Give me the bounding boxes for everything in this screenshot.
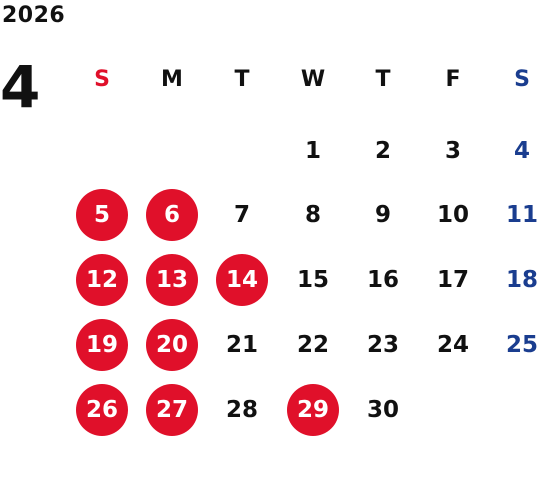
- day-cell: 18: [505, 266, 538, 293]
- day-cell: 1: [304, 137, 321, 164]
- day-cell: 10: [436, 201, 469, 228]
- day-cell: 24: [436, 331, 469, 358]
- weekday-friday: F: [445, 67, 461, 92]
- day-cell: 9: [374, 201, 391, 228]
- holiday-day-cell: 5: [76, 189, 128, 241]
- day-cell: 23: [366, 331, 399, 358]
- day-cell: 17: [436, 266, 469, 293]
- weekday-tuesday: T: [234, 67, 250, 92]
- weekday-wednesday: W: [300, 67, 326, 92]
- weekday-saturday: S: [514, 67, 530, 92]
- day-cell: 30: [366, 396, 399, 423]
- day-cell: 11: [505, 201, 538, 228]
- weekday-thursday: T: [375, 67, 391, 92]
- day-cell: 8: [304, 201, 321, 228]
- day-cell: 21: [225, 331, 258, 358]
- holiday-day-cell: 26: [76, 384, 128, 436]
- month-number: 4: [0, 53, 41, 121]
- day-cell: 4: [513, 137, 530, 164]
- weekday-monday: M: [161, 67, 183, 92]
- holiday-day-cell: 13: [146, 254, 198, 306]
- holiday-day-cell: 6: [146, 189, 198, 241]
- holiday-day-cell: 27: [146, 384, 198, 436]
- day-cell: 28: [225, 396, 258, 423]
- day-cell: 25: [505, 331, 538, 358]
- holiday-day-cell: 20: [146, 319, 198, 371]
- day-cell: 7: [233, 201, 250, 228]
- day-cell: 16: [366, 266, 399, 293]
- day-cell: 2: [374, 137, 391, 164]
- day-cell: 22: [296, 331, 329, 358]
- year-label: 2026: [2, 3, 66, 28]
- holiday-day-cell: 29: [287, 384, 339, 436]
- holiday-day-cell: 14: [216, 254, 268, 306]
- weekday-sunday: S: [94, 67, 110, 92]
- holiday-day-cell: 12: [76, 254, 128, 306]
- holiday-day-cell: 19: [76, 319, 128, 371]
- day-cell: 15: [296, 266, 329, 293]
- day-cell: 3: [444, 137, 461, 164]
